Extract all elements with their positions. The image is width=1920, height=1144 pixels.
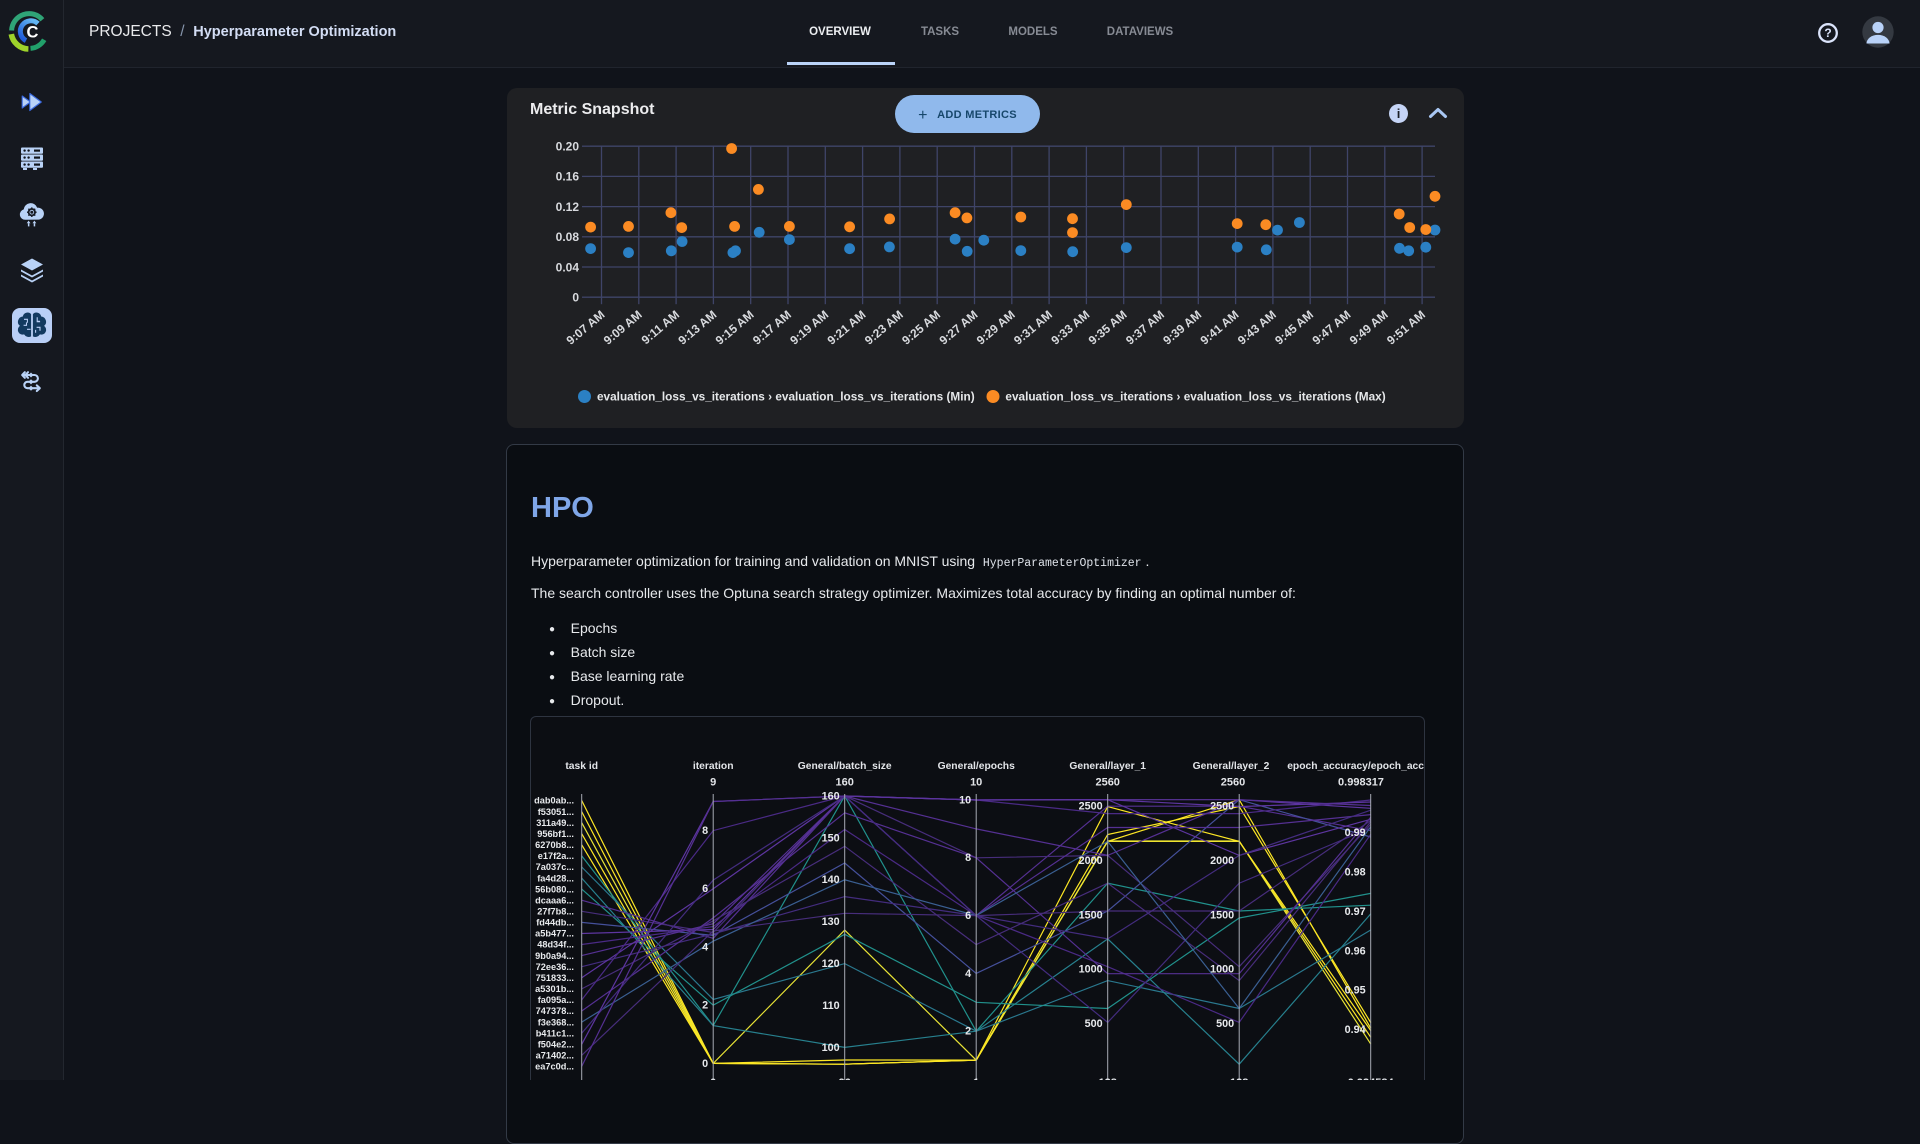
svg-text:0: 0 — [572, 291, 579, 305]
svg-text:0.95: 0.95 — [1345, 985, 1366, 997]
svg-text:dcaaa6...: dcaaa6... — [535, 895, 574, 905]
svg-text:a71402...: a71402... — [536, 1051, 574, 1061]
svg-text:27f7b8...: 27f7b8... — [537, 907, 574, 917]
svg-text:0.08: 0.08 — [556, 230, 580, 244]
svg-text:fa4d28...: fa4d28... — [537, 873, 574, 883]
svg-text:747378...: 747378... — [536, 1006, 574, 1016]
svg-text:10: 10 — [959, 794, 971, 806]
svg-text:0: 0 — [710, 1077, 716, 1080]
svg-text:1500: 1500 — [1079, 909, 1103, 921]
svg-text:2500: 2500 — [1079, 801, 1103, 813]
svg-text:0.998317: 0.998317 — [1338, 777, 1384, 789]
svg-text:0.97: 0.97 — [1345, 906, 1366, 918]
svg-text:120: 120 — [822, 958, 840, 970]
svg-text:4: 4 — [702, 941, 708, 953]
svg-text:311a49...: 311a49... — [536, 818, 574, 828]
svg-text:128: 128 — [1230, 1077, 1248, 1080]
svg-text:f53051...: f53051... — [538, 807, 574, 817]
svg-text:0.96: 0.96 — [1345, 945, 1366, 957]
svg-text:2500: 2500 — [1210, 801, 1234, 813]
svg-text:2000: 2000 — [1210, 855, 1234, 867]
svg-text:160: 160 — [836, 777, 854, 789]
svg-text:956bf1...: 956bf1... — [537, 829, 574, 839]
svg-text:General/epochs: General/epochs — [938, 761, 1016, 772]
svg-text:4: 4 — [965, 968, 971, 980]
svg-text:500: 500 — [1216, 1018, 1234, 1030]
svg-text:epoch_accuracy/epoch_acc: epoch_accuracy/epoch_acc — [1287, 761, 1424, 772]
svg-text:140: 140 — [822, 874, 840, 886]
svg-text:130: 130 — [822, 916, 840, 928]
svg-text:ea7c0d...: ea7c0d... — [535, 1062, 574, 1072]
svg-text:2000: 2000 — [1079, 855, 1103, 867]
svg-text:751833...: 751833... — [536, 973, 574, 983]
svg-text:e17f2a...: e17f2a... — [538, 851, 574, 861]
svg-text:1: 1 — [973, 1077, 979, 1080]
svg-text:0.12: 0.12 — [556, 200, 580, 214]
svg-text:7a037c...: 7a037c... — [536, 862, 574, 872]
svg-text:2: 2 — [702, 1000, 708, 1012]
svg-text:0.934584: 0.934584 — [1348, 1077, 1395, 1080]
svg-text:160: 160 — [822, 790, 840, 802]
svg-text:6: 6 — [702, 883, 708, 895]
svg-text:1000: 1000 — [1210, 964, 1234, 976]
svg-text:dab0ab...: dab0ab... — [534, 796, 574, 806]
svg-text:2560: 2560 — [1221, 777, 1245, 789]
svg-text:iteration: iteration — [693, 761, 734, 772]
svg-text:0.98: 0.98 — [1345, 867, 1366, 879]
svg-text:72ee36...: 72ee36... — [536, 962, 574, 972]
svg-text:0: 0 — [702, 1058, 708, 1070]
svg-text:General/batch_size: General/batch_size — [798, 761, 892, 772]
svg-text:1500: 1500 — [1210, 909, 1234, 921]
svg-text:2: 2 — [965, 1026, 971, 1038]
svg-text:128: 128 — [1099, 1077, 1117, 1080]
svg-text:96: 96 — [839, 1077, 851, 1080]
svg-text:500: 500 — [1085, 1018, 1103, 1030]
svg-text:fa095a...: fa095a... — [538, 995, 574, 1005]
svg-text:0.20: 0.20 — [556, 140, 580, 154]
svg-text:48d34f...: 48d34f... — [537, 940, 574, 950]
svg-text:a5b477...: a5b477... — [535, 929, 574, 939]
svg-text:0.99: 0.99 — [1345, 827, 1366, 839]
svg-text:a5301b...: a5301b... — [535, 984, 574, 994]
svg-text:0.04: 0.04 — [556, 260, 580, 274]
svg-text:fd44db...: fd44db... — [536, 918, 574, 928]
svg-text:8: 8 — [702, 825, 708, 837]
svg-text:evaluation_loss_vs_iterations: evaluation_loss_vs_iterations › evaluati… — [597, 390, 975, 404]
svg-text:?: ? — [1824, 26, 1831, 40]
svg-text:9b0a94...: 9b0a94... — [535, 951, 574, 961]
svg-text:evaluation_loss_vs_iterations: evaluation_loss_vs_iterations › evaluati… — [1005, 390, 1385, 404]
svg-text:110: 110 — [822, 1000, 839, 1012]
svg-text:0.94: 0.94 — [1345, 1024, 1366, 1036]
svg-text:General/layer_2: General/layer_2 — [1193, 761, 1270, 772]
svg-text:0.16: 0.16 — [556, 170, 580, 184]
svg-text:8: 8 — [965, 852, 971, 864]
svg-text:6: 6 — [965, 910, 971, 922]
svg-text:task id: task id — [565, 761, 598, 772]
svg-text:10: 10 — [970, 777, 982, 789]
svg-text:General/layer_1: General/layer_1 — [1069, 761, 1146, 772]
svg-text:9: 9 — [710, 777, 716, 789]
svg-text:56b080...: 56b080... — [535, 884, 574, 894]
svg-text:2560: 2560 — [1095, 777, 1119, 789]
svg-text:150: 150 — [822, 832, 840, 844]
svg-text:100: 100 — [822, 1042, 840, 1054]
svg-text:b411c1...: b411c1... — [536, 1028, 574, 1038]
svg-text:C: C — [27, 24, 39, 42]
svg-text:f3e368...: f3e368... — [538, 1017, 574, 1027]
svg-text:6270b8...: 6270b8... — [535, 840, 574, 850]
svg-text:f504e2...: f504e2... — [538, 1039, 574, 1049]
svg-text:1000: 1000 — [1079, 964, 1103, 976]
